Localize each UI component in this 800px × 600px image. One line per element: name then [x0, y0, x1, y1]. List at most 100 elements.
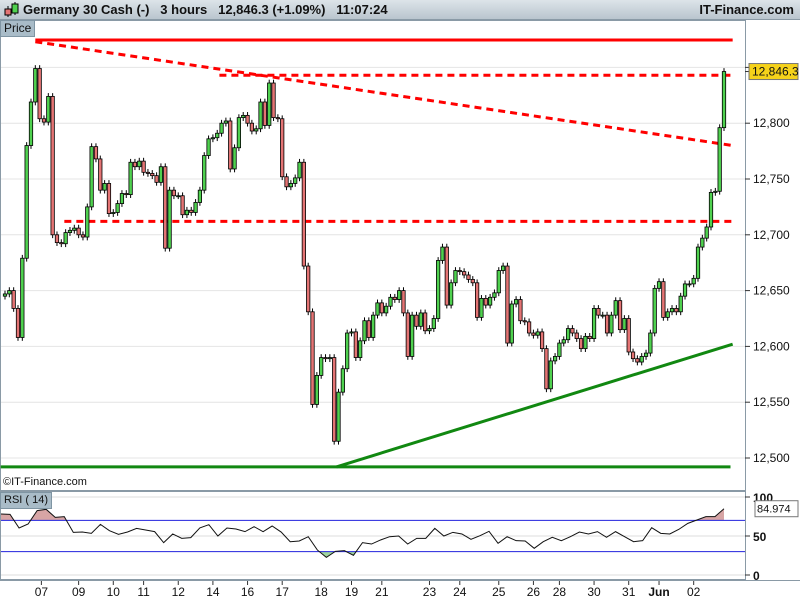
candle [449, 279, 454, 309]
candle-body [163, 166, 168, 249]
candle [245, 112, 250, 127]
candle-body [635, 358, 640, 363]
candle [150, 170, 155, 179]
candle [59, 239, 64, 248]
candle-body [427, 328, 432, 332]
candle [115, 200, 120, 216]
candle [132, 158, 138, 171]
candle-body [7, 290, 12, 295]
candle-body [379, 302, 384, 314]
candle-body [704, 226, 709, 239]
candle [604, 311, 610, 337]
candle-body [449, 282, 454, 306]
candle [85, 203, 90, 241]
candle-body [76, 227, 81, 236]
clock: 11:07:24 [336, 2, 388, 17]
candle [267, 79, 272, 129]
candle-body [630, 351, 636, 360]
candle-body [617, 300, 623, 331]
candle [678, 292, 683, 316]
candle-body [557, 342, 562, 357]
candle [518, 296, 523, 325]
candle-body [539, 331, 545, 350]
candle-body [141, 160, 146, 173]
candle-body [37, 68, 42, 120]
candle-body [665, 311, 670, 318]
candle [427, 325, 432, 335]
candle-body [392, 296, 397, 300]
candle-body [319, 357, 324, 376]
candle-body [410, 314, 415, 357]
candle [332, 354, 337, 445]
candle-body [440, 246, 445, 261]
candle-body [678, 295, 683, 313]
candle [254, 125, 259, 135]
resistance-line [35, 40, 733, 148]
candle-body [206, 138, 211, 156]
candle [379, 299, 384, 317]
candle [570, 325, 575, 337]
candle [496, 267, 501, 297]
candle-body [137, 160, 142, 168]
candle [262, 98, 267, 129]
candle-body [41, 118, 47, 123]
candle-body [28, 101, 34, 146]
candle [119, 190, 125, 207]
candle-body [215, 132, 220, 139]
candle [708, 189, 714, 231]
date-tick-label: 30 [587, 585, 601, 599]
price-tick-label: 12,500 [753, 451, 790, 465]
candle [50, 93, 55, 239]
candle [176, 192, 181, 200]
candle [669, 305, 675, 316]
candle-body [275, 117, 280, 120]
candle [210, 134, 216, 143]
candle [479, 295, 484, 321]
candle [366, 317, 371, 341]
candle [20, 254, 25, 341]
candle-body [210, 137, 216, 140]
candle [297, 158, 302, 182]
candle-body [513, 299, 519, 305]
candle [141, 157, 146, 176]
candle [327, 354, 332, 363]
date-tick-label: 02 [687, 585, 701, 599]
candle-body [613, 300, 618, 316]
candle-body [158, 166, 164, 183]
candle-body [609, 314, 614, 334]
candle-body [85, 206, 90, 238]
candle-body [119, 193, 125, 204]
candle [574, 329, 579, 342]
candle-body [33, 68, 38, 103]
candle [717, 124, 722, 195]
candle-body [98, 158, 103, 191]
candle [358, 337, 363, 361]
candle [643, 349, 649, 360]
candle-body [509, 303, 514, 344]
candle [483, 295, 488, 309]
candle [721, 68, 727, 132]
candle-body [267, 82, 272, 126]
candle [280, 115, 285, 181]
candle [492, 289, 497, 301]
candle-body [535, 331, 540, 336]
candle [704, 223, 709, 242]
price-tick-label: 12,600 [753, 339, 790, 353]
candle [33, 65, 38, 106]
date-tick-label: 28 [553, 585, 567, 599]
candle-body [518, 299, 523, 322]
candle [349, 328, 354, 337]
candle [656, 278, 662, 292]
rsi-value-tag [754, 500, 799, 518]
candle-body [310, 311, 315, 405]
candle-body [254, 128, 259, 132]
candle [236, 114, 241, 152]
candle [552, 353, 558, 365]
candle-body [293, 177, 298, 184]
candle-body [89, 146, 94, 208]
candle-body [492, 292, 497, 298]
candle [401, 287, 406, 317]
candle [622, 315, 627, 334]
date-tick-label: 25 [492, 585, 506, 599]
candle [145, 168, 151, 177]
